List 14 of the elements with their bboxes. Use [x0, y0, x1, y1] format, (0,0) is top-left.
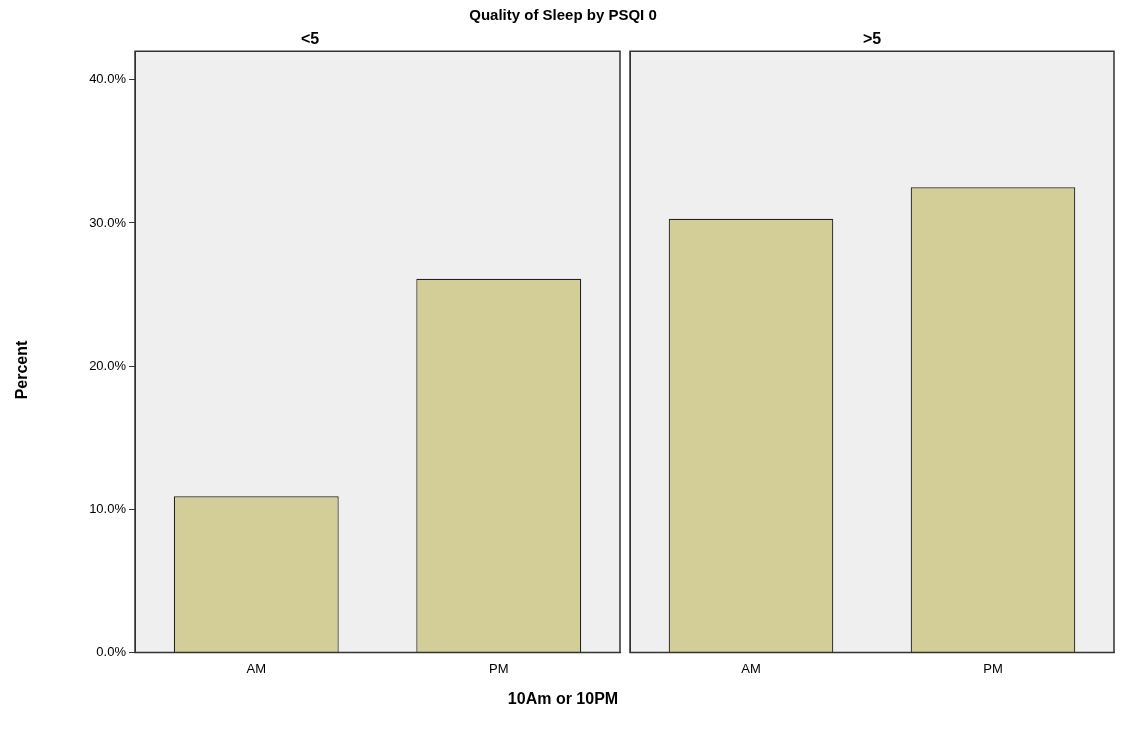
chart-title: Quality of Sleep by PSQI 0	[468, 6, 658, 23]
x-axis-title: 10Am or 10PM	[506, 690, 620, 708]
y-tick-label: 10.0%	[89, 500, 127, 516]
chart-subtitle: <5	[300, 30, 320, 48]
y-axis-title: Percent	[13, 340, 31, 400]
x-tick-label: PM	[983, 660, 1003, 676]
x-tick-label: PM	[489, 660, 509, 676]
chart-subtitle: >5	[862, 30, 882, 48]
x-tick-label: AM	[246, 660, 266, 676]
x-tick-label: AM	[741, 660, 761, 676]
y-tick-label: 30.0%	[89, 214, 127, 230]
y-tick-label: 0.0%	[96, 643, 127, 659]
y-tick-label: 40.0%	[89, 71, 127, 87]
y-tick-label: 20.0%	[89, 357, 127, 373]
